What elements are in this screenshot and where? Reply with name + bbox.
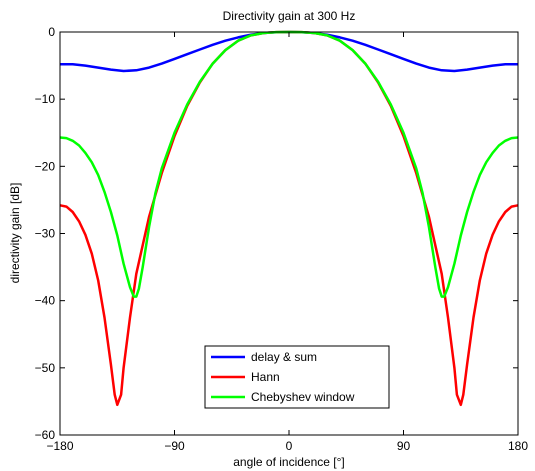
y-tick-label: −40 bbox=[35, 294, 56, 308]
x-tick-label: 0 bbox=[286, 439, 293, 453]
legend-label-hann: Hann bbox=[251, 370, 280, 384]
x-tick-label: 90 bbox=[397, 439, 411, 453]
y-tick-label: −30 bbox=[35, 227, 56, 241]
y-tick-label: −50 bbox=[35, 361, 56, 375]
x-tick-label: 180 bbox=[508, 439, 528, 453]
chart-title: Directivity gain at 300 Hz bbox=[223, 9, 356, 23]
y-tick-label: −10 bbox=[35, 92, 56, 106]
plot-frame bbox=[59, 31, 519, 436]
x-tick-label: −180 bbox=[46, 439, 73, 453]
ticks-layer: −180 −90 0 90 180 0 −10 −20 −30 −40 −50 −60 bbox=[35, 25, 529, 453]
x-axis-label: angle of incidence [°] bbox=[233, 455, 345, 469]
y-tick-label: 0 bbox=[48, 25, 55, 39]
legend: delay & sum Hann Chebyshev window bbox=[204, 345, 390, 409]
y-tick-label: −20 bbox=[35, 159, 56, 173]
y-axis-label: directivity gain [dB] bbox=[8, 183, 22, 284]
legend-label-chebyshev: Chebyshev window bbox=[251, 390, 355, 404]
legend-label-delay-sum: delay & sum bbox=[251, 350, 317, 364]
x-tick-label: −90 bbox=[164, 439, 185, 453]
y-tick-label: −60 bbox=[35, 428, 56, 442]
